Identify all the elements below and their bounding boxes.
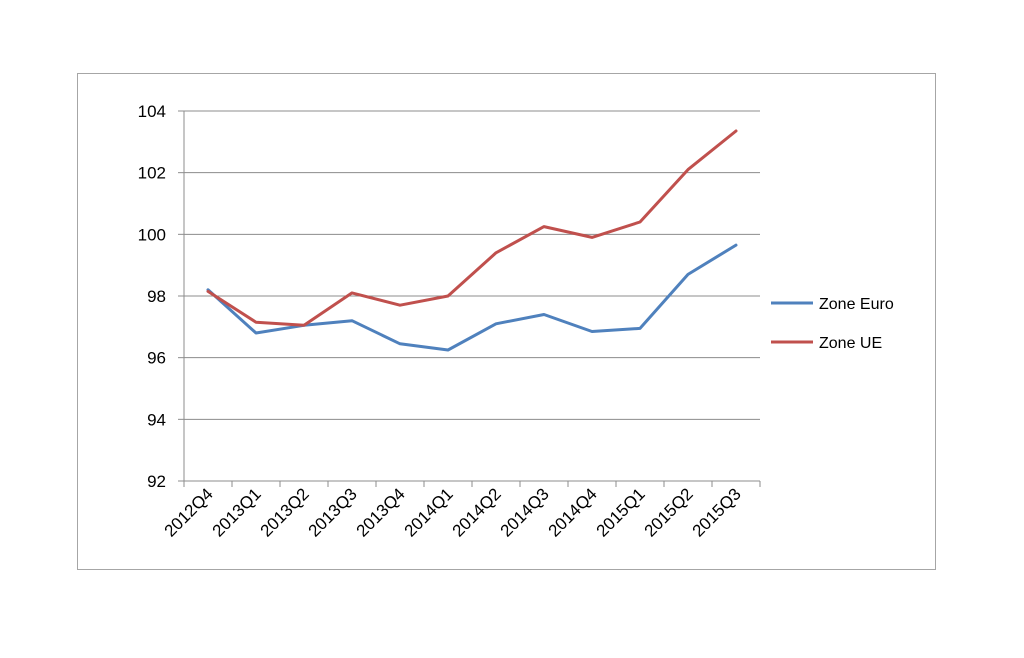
x-tick-labels: 2012Q42013Q12013Q22013Q32013Q42014Q12014… (161, 484, 745, 540)
x-tick-label: 2013Q4 (353, 484, 409, 540)
x-tick-label: 2013Q3 (305, 484, 361, 540)
legend-label: Zone UE (819, 335, 882, 352)
x-tick-label: 2014Q2 (449, 484, 505, 540)
y-tick-label: 104 (138, 102, 166, 121)
x-tick-label: 2015Q2 (641, 484, 697, 540)
y-tick-label: 94 (147, 410, 166, 429)
y-tick-label: 98 (147, 287, 166, 306)
chart-frame: 92 94 96 98 100 102 104 2012Q4 2013Q1 2013Q2 2013… (77, 73, 936, 570)
legend-label: Zone Euro (819, 296, 894, 313)
x-tick-label: 2015Q1 (593, 484, 649, 540)
x-tick-label: 2014Q1 (401, 484, 457, 540)
gridlines (184, 110, 760, 420)
y-tick-labels: 92 94 96 98 100 102 104 (138, 102, 166, 491)
y-tick-label: 96 (147, 349, 166, 368)
x-tick-label: 2014Q4 (545, 484, 601, 540)
y-tick-label: 102 (138, 164, 166, 183)
x-tick-label: 2013Q1 (209, 484, 265, 540)
axes (178, 110, 761, 487)
legend: Zone Euro Zone UE (771, 296, 894, 352)
y-tick-label: 92 (147, 472, 166, 491)
x-tick-label: 2015Q3 (689, 484, 745, 540)
x-tick-label: 2014Q3 (497, 484, 553, 540)
series-lines (206, 129, 738, 352)
x-tick-label: 2012Q4 (161, 484, 217, 540)
series-line-zone-ue (206, 129, 738, 327)
y-tick-label: 100 (138, 225, 166, 244)
series-line-zone-euro (206, 243, 738, 352)
x-tick-label: 2013Q2 (257, 484, 313, 540)
